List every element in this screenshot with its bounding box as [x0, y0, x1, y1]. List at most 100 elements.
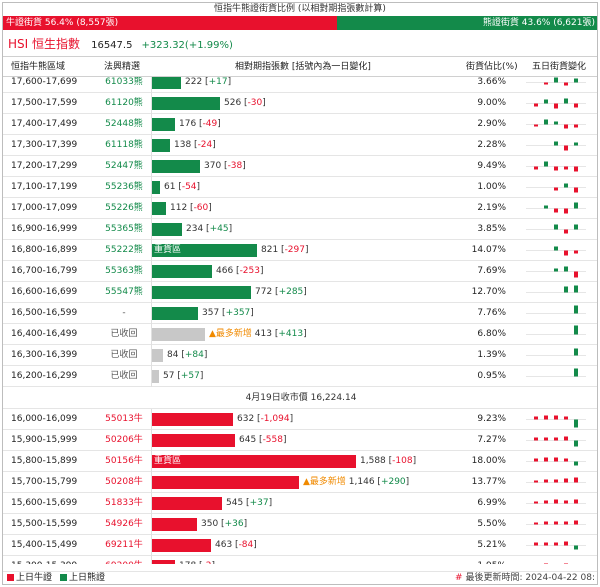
- contracts-bar: [152, 370, 159, 383]
- pct-cell: 3.66%: [477, 77, 506, 87]
- contracts-change: -49: [202, 119, 218, 129]
- contracts-value: 772: [255, 287, 273, 297]
- warrant-code-cell[interactable]: 55365熊: [105, 224, 143, 234]
- contracts-value: 821: [261, 245, 279, 255]
- pct-cell: 2.90%: [477, 119, 506, 129]
- trend-bar: [574, 202, 578, 209]
- heavy-zone-tag: 重貨區: [154, 456, 182, 466]
- trend-bar: [554, 521, 558, 525]
- pct-cell: 14.07%: [471, 245, 506, 255]
- warrant-code-cell[interactable]: 61118熊: [105, 140, 143, 150]
- trend-bar: [544, 82, 548, 85]
- contracts-bar: [152, 307, 198, 320]
- contracts-text: 466 [-253]: [216, 266, 264, 276]
- contracts-change: +285: [278, 287, 304, 297]
- five-day-trend-chart: [526, 520, 586, 525]
- trend-bar: [564, 478, 568, 483]
- range-cell: 17,400-17,499: [11, 119, 78, 129]
- warrant-code-cell[interactable]: 52447熊: [105, 161, 143, 171]
- bull-bear-ratio-bar: 牛證街貨 56.4% (8,557張) 熊證街貨 43.6% (6,621張): [3, 16, 597, 30]
- trend-bar: [554, 121, 558, 125]
- trend-bar: [564, 145, 568, 151]
- five-day-trend-chart: [526, 266, 586, 278]
- contracts-value: 632: [237, 414, 255, 424]
- contracts-bar: [152, 223, 182, 236]
- contracts-text: 350 [+36]: [201, 519, 248, 529]
- contracts-value: 84: [167, 350, 179, 360]
- trend-bar: [564, 166, 568, 170]
- warrant-code-cell[interactable]: 61033熊: [105, 77, 143, 87]
- five-day-trend-chart: [526, 202, 586, 214]
- trend-bar: [534, 166, 538, 170]
- pct-cell: 7.27%: [477, 435, 506, 445]
- table-row: 17,500-17,599 61120熊 526 [-30] 9.00%: [3, 93, 597, 114]
- heavy-zone-tag: 重貨區: [154, 245, 182, 255]
- warrant-code-cell[interactable]: 51833牛: [105, 498, 143, 508]
- warrant-code-cell[interactable]: 69211牛: [105, 540, 143, 550]
- warrant-code-cell[interactable]: 50206牛: [105, 435, 143, 445]
- bull-legend: 上日牛證: [7, 572, 52, 584]
- contracts-change: -108: [392, 456, 413, 466]
- range-cell: 17,500-17,599: [11, 98, 78, 108]
- bull-ratio-segment: 牛證街貨 56.4% (8,557張): [3, 16, 340, 30]
- contracts-change: +357: [225, 308, 251, 318]
- five-day-trend-chart: [526, 436, 586, 447]
- contracts-change: -24: [197, 140, 213, 150]
- contracts-cell: 466 [-253]: [151, 261, 453, 282]
- contracts-text: 545 [+37]: [226, 498, 273, 508]
- most-added-note: ▲最多新增: [303, 477, 346, 487]
- contracts-text: 57 [+57]: [163, 371, 204, 381]
- column-header-contracts: 相對期指張數 [括號內為一日變化]: [235, 62, 371, 72]
- five-day-trend-chart: [526, 415, 586, 428]
- pct-cell: 3.85%: [477, 224, 506, 234]
- five-day-trend-chart: [526, 141, 586, 151]
- trend-bar: [564, 416, 568, 420]
- contracts-value: 1,146: [348, 477, 375, 487]
- table-row: 16,000-16,099 55013牛 632 [-1,094] 9.23%: [3, 409, 597, 430]
- trend-bar: [574, 124, 578, 128]
- range-cell: 16,800-16,899: [11, 245, 78, 255]
- index-name[interactable]: HSI 恒生指數: [8, 37, 80, 51]
- contracts-value: 234: [186, 224, 204, 234]
- warrant-code-cell[interactable]: 61120熊: [105, 98, 143, 108]
- range-cell: 15,400-15,499: [11, 540, 78, 550]
- warrant-code-cell[interactable]: 55236熊: [105, 182, 143, 192]
- trend-bar: [554, 268, 558, 272]
- bear-legend-label: 上日熊證: [69, 573, 106, 583]
- trend-bar: [534, 542, 538, 546]
- trend-bar: [574, 325, 578, 335]
- last-updated: # 最後更新時間: 2024-04-22 08:: [455, 572, 595, 584]
- warrant-code-cell[interactable]: 55226熊: [105, 203, 143, 213]
- warrant-code-cell[interactable]: 55013牛: [105, 414, 143, 424]
- trend-bar: [564, 124, 568, 129]
- range-cell: 17,200-17,299: [11, 161, 78, 171]
- contracts-text: ▲最多新增 1,146 [+290]: [303, 477, 410, 487]
- contracts-text: ▲最多新增 413 [+413]: [209, 329, 307, 339]
- contracts-value: 176: [179, 119, 197, 129]
- warrant-code-cell[interactable]: 50208牛: [105, 477, 143, 487]
- warrant-code-cell[interactable]: 55547熊: [105, 287, 143, 297]
- warrant-code-cell[interactable]: 69200牛: [97, 556, 151, 564]
- trend-bar: [534, 458, 538, 462]
- warrant-code-cell[interactable]: 50156牛: [105, 456, 143, 466]
- pct-cell: 1.00%: [477, 182, 506, 192]
- warrant-code-cell[interactable]: 55363熊: [105, 266, 143, 276]
- contracts-value: 526: [224, 98, 242, 108]
- trend-bar: [574, 78, 578, 83]
- trend-bar: [534, 416, 538, 420]
- trend-bar: [564, 266, 568, 272]
- trend-bar: [574, 440, 578, 447]
- pct-cell: 7.76%: [477, 308, 506, 318]
- contracts-change: +45: [209, 224, 229, 234]
- warrant-code-cell[interactable]: 52448熊: [105, 119, 143, 129]
- five-day-trend-chart: [526, 285, 586, 293]
- contracts-text: 234 [+45]: [186, 224, 233, 234]
- five-day-trend-chart: [526, 477, 586, 483]
- contracts-text: 112 [-60]: [170, 203, 212, 213]
- warrant-code-cell[interactable]: 54926牛: [105, 519, 143, 529]
- trend-bar: [544, 415, 548, 420]
- trend-bar: [564, 183, 568, 188]
- warrant-code-cell[interactable]: 55222熊: [105, 245, 143, 255]
- contracts-change: -60: [193, 203, 209, 213]
- contracts-value: 138: [174, 140, 192, 150]
